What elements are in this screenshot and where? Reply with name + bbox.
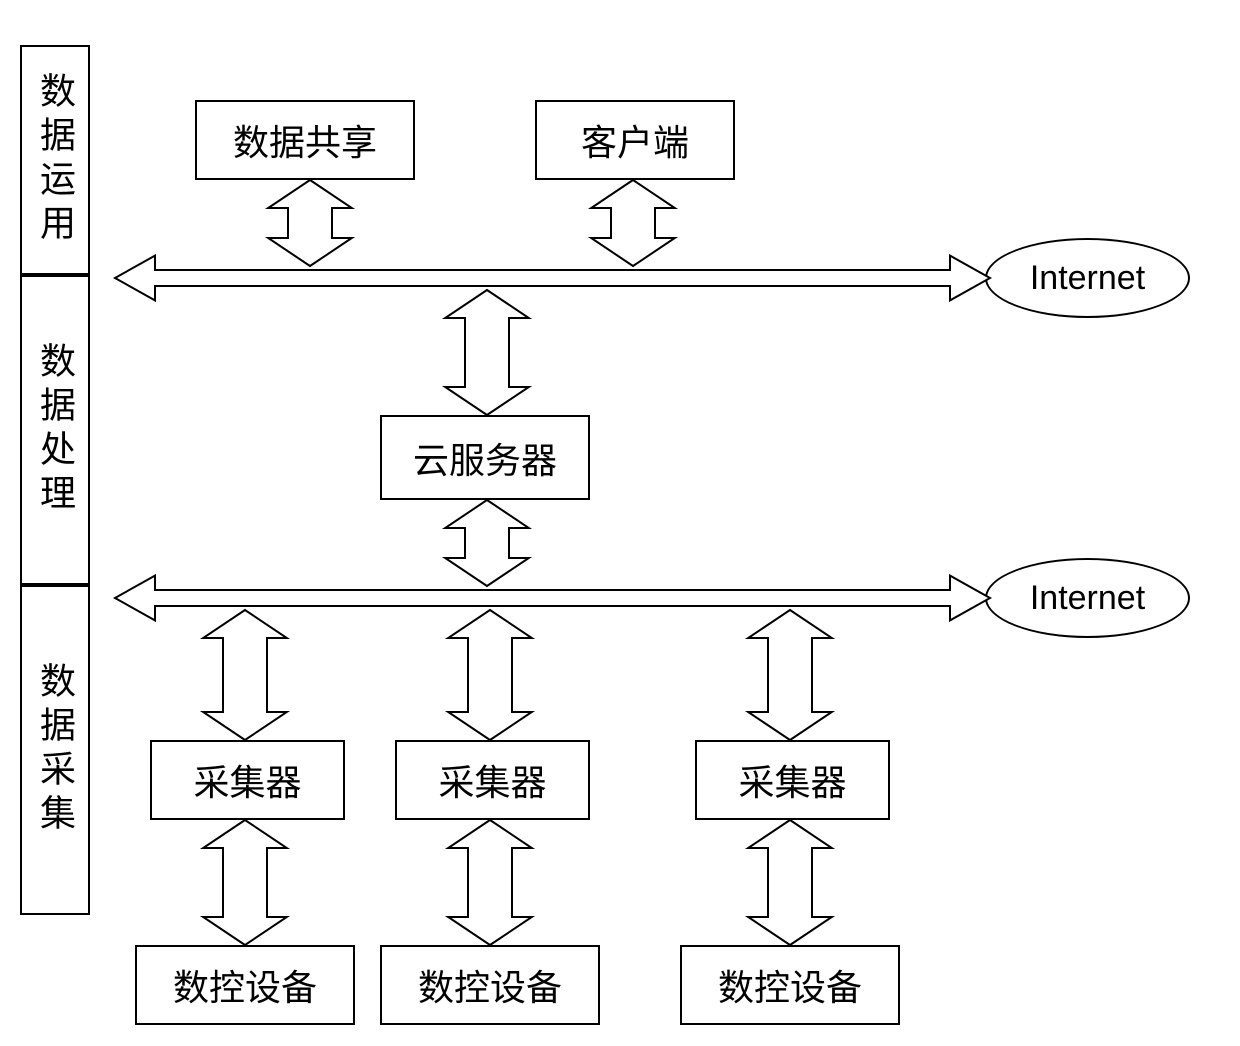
layer-label-text: 数据处理 xyxy=(29,342,81,518)
node-internet-bottom: Internet xyxy=(985,558,1190,638)
node-cnc-1: 数控设备 xyxy=(135,945,355,1025)
layer-label-processing: 数据处理 xyxy=(20,275,90,585)
node-label: 数控设备 xyxy=(418,959,562,1011)
node-label: 采集器 xyxy=(193,754,301,806)
layer-label-text: 数据采集 xyxy=(29,662,81,838)
node-label: Internet xyxy=(1030,579,1145,618)
architecture-diagram: 数据运用 数据处理 数据采集 数据共享 客户端 云服务器 采集器 采集器 采集器… xyxy=(0,0,1240,1046)
node-data-sharing: 数据共享 xyxy=(195,100,415,180)
node-label: Internet xyxy=(1030,259,1145,298)
layer-label-collection: 数据采集 xyxy=(20,585,90,915)
node-collector-2: 采集器 xyxy=(395,740,590,820)
node-collector-1: 采集器 xyxy=(150,740,345,820)
node-label: 数控设备 xyxy=(173,959,317,1011)
node-client: 客户端 xyxy=(535,100,735,180)
node-label: 云服务器 xyxy=(413,432,557,484)
node-label: 采集器 xyxy=(738,754,846,806)
node-collector-3: 采集器 xyxy=(695,740,890,820)
node-label: 数控设备 xyxy=(718,959,862,1011)
node-cnc-2: 数控设备 xyxy=(380,945,600,1025)
layer-label-text: 数据运用 xyxy=(29,72,81,248)
node-cloud-server: 云服务器 xyxy=(380,415,590,500)
node-label: 采集器 xyxy=(438,754,546,806)
node-label: 数据共享 xyxy=(233,114,377,166)
node-internet-top: Internet xyxy=(985,238,1190,318)
node-label: 客户端 xyxy=(581,114,689,166)
node-cnc-3: 数控设备 xyxy=(680,945,900,1025)
layer-label-usage: 数据运用 xyxy=(20,45,90,275)
